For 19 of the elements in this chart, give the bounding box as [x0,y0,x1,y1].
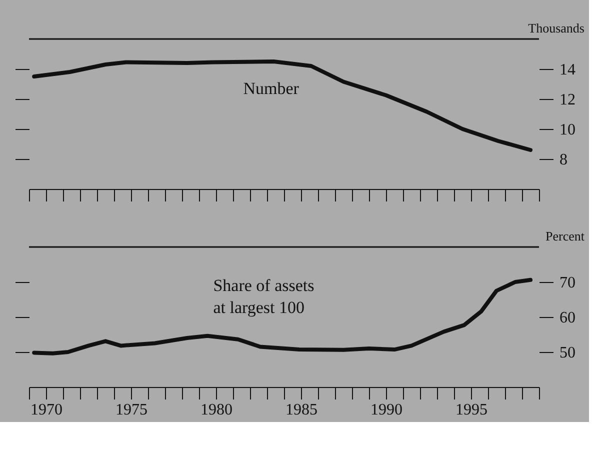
series-label: Number [243,79,300,98]
y-tick-label: 70 [560,274,576,292]
y-tick-label: 12 [560,92,576,108]
x-tick-label: 1985 [286,402,318,418]
series-label: Share of assets at largest 100 [213,276,314,317]
y-axis-title: Thousands [528,20,584,36]
x-tick-label: 1975 [116,402,148,418]
y-tick-label: 50 [560,344,576,362]
y-axis-title: Percent [546,228,585,244]
line-series [32,278,532,356]
x-tick-label: 1995 [456,402,488,418]
line-series [32,60,532,152]
y-tick-label: 10 [560,122,576,138]
y-tick-label: 14 [560,62,576,78]
y-tick-label: 60 [560,310,576,326]
x-tick-label: 1980 [200,402,232,418]
x-tick-label: 1990 [370,402,402,418]
y-tick-label: 8 [560,152,568,168]
x-tick-label: 1970 [30,402,62,418]
